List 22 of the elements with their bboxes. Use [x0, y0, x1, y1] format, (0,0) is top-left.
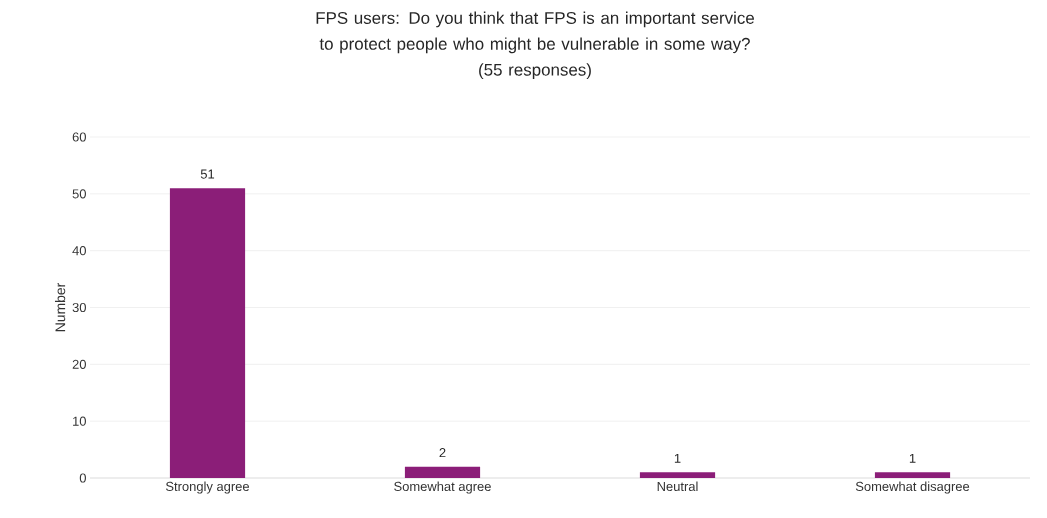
- bar: [639, 472, 716, 478]
- data-label: 1: [674, 453, 681, 463]
- y-tick-label: 10: [73, 416, 86, 426]
- x-tick-label: Neutral: [657, 481, 698, 492]
- y-tick-label: 30: [72, 302, 86, 313]
- y-tick-label: 60: [72, 132, 86, 142]
- x-tick-label: Strongly agree: [165, 481, 250, 494]
- x-tick-label: Somewhat agree: [394, 481, 491, 494]
- bar: [874, 472, 951, 478]
- y-tick-label: 40: [72, 246, 86, 256]
- data-label: 2: [439, 448, 446, 458]
- y-axis-title: Number: [54, 282, 66, 332]
- chart-title: FPS users: Do you think that FPS is an important service to protect people who might be vulnerable in some way?: [316, 11, 754, 54]
- data-label: 51: [200, 169, 215, 179]
- x-tick-label: Somewhat disagree: [855, 481, 970, 494]
- chart-subtitle: (55 responses): [479, 63, 591, 80]
- data-label: 1: [909, 453, 916, 463]
- bar: [169, 188, 246, 478]
- y-tick-label: 0: [79, 473, 86, 483]
- bar: [404, 466, 481, 478]
- y-tick-label: 20: [72, 359, 86, 369]
- y-tick-label: 50: [72, 189, 86, 199]
